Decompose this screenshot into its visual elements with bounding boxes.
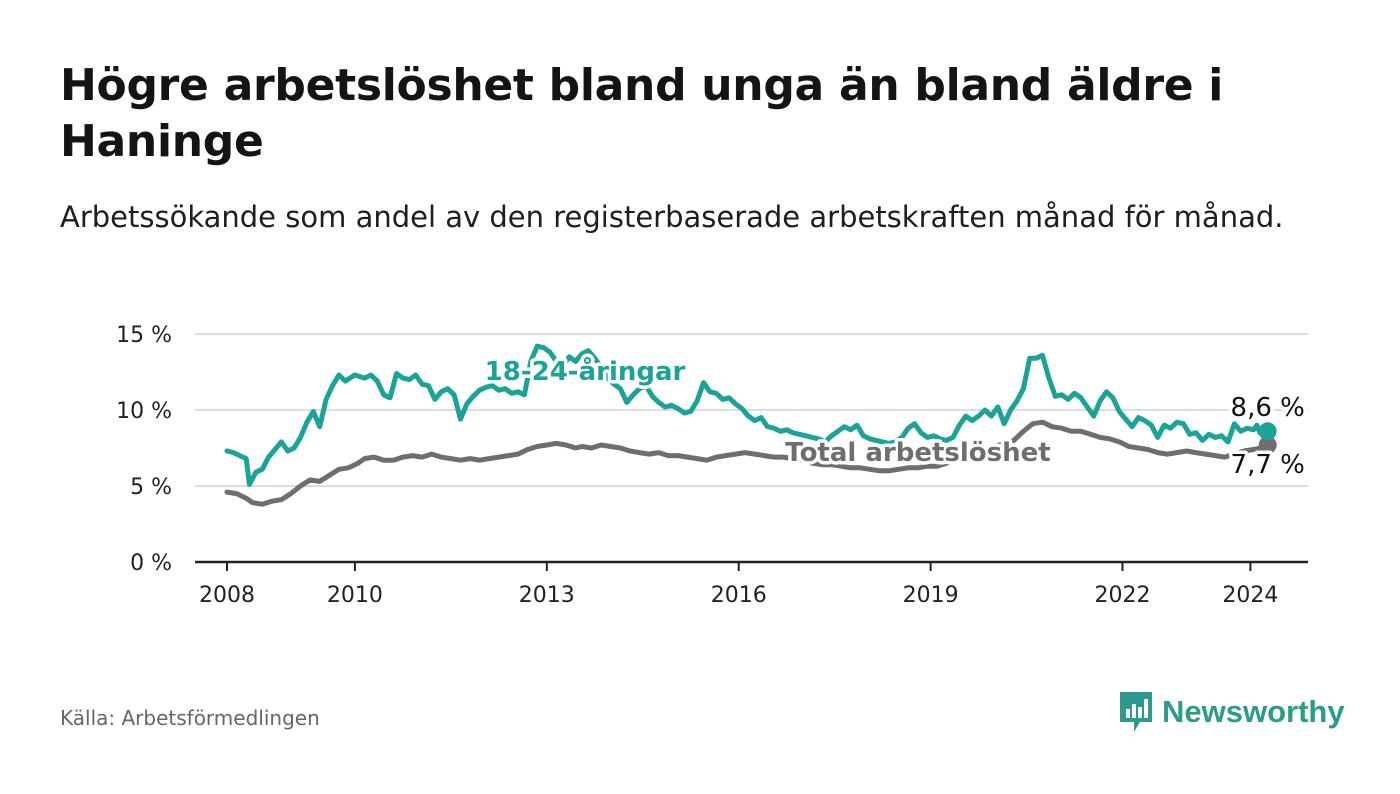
source-note: Källa: Arbetsförmedlingen [60,706,320,730]
x-tick-label: 2022 [1095,583,1151,608]
series-labels: 18-24-åringar Total arbetslöshet 8,6 % 7,7 … [481,352,1308,484]
newsworthy-logo-icon [1120,692,1152,732]
x-tick-label: 2019 [903,583,959,608]
y-tick-label: 10 % [116,399,172,424]
x-tick-label: 2008 [199,583,255,608]
brand-logo: Newsworthy [1118,690,1345,734]
total-end-point [1258,435,1277,454]
y-axis-ticks: 0 % 5 % 10 % 15 % [116,323,172,576]
total-series-line [224,419,1271,507]
grid-lines [195,333,1308,487]
y-tick-label: 15 % [116,323,172,348]
y-tick-label: 5 % [130,475,172,500]
total-series-label: Total arbetslöshet [785,438,1050,468]
chart-title: Högre arbetslöshet bland unga än bland ä… [60,60,1224,167]
total-end-value: 7,7 % [1231,450,1305,480]
youth-series-label: 18-24-åringar [485,355,686,387]
youth-series-line [224,343,1271,487]
x-tick-label: 2024 [1222,583,1278,608]
chart-subtitle: Arbetssökande som andel av den registerb… [60,200,1284,234]
youth-end-point [1258,422,1277,441]
x-tick-label: 2010 [327,583,383,608]
brand-name: Newsworthy [1162,694,1345,729]
x-tick-label: 2013 [519,583,575,608]
y-tick-label: 0 % [130,551,172,576]
x-tick-label: 2016 [711,583,767,608]
series-lines [224,343,1277,507]
youth-end-value: 8,6 % [1231,393,1305,423]
x-axis-ticks: 2008 2010 2013 2016 2019 2022 2024 [199,562,1278,608]
